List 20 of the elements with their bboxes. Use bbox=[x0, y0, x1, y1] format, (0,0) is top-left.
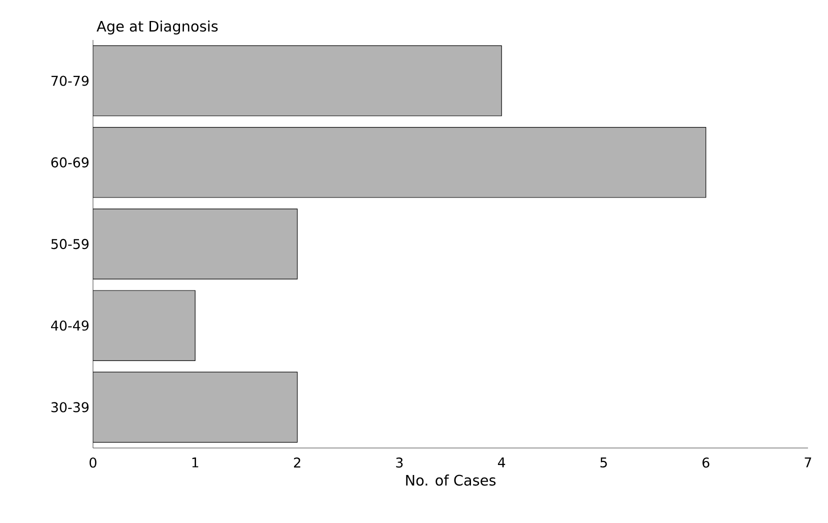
y-tick-label: 70-79 bbox=[52, 76, 89, 86]
x-tick-label: 4 bbox=[498, 457, 506, 468]
x-tick-label: 7 bbox=[804, 457, 812, 468]
y-tick-label: 30-39 bbox=[51, 402, 89, 412]
x-tick-label: 1 bbox=[192, 457, 198, 468]
bar bbox=[93, 372, 298, 443]
bar bbox=[93, 127, 706, 198]
y-tick-label: 50-59 bbox=[51, 238, 89, 250]
x-tick-label: 2 bbox=[294, 457, 300, 468]
bar bbox=[93, 45, 502, 116]
x-tick-label: 0 bbox=[90, 457, 96, 468]
x-tick-label: 6 bbox=[702, 457, 710, 468]
y-tick-label: 60-69 bbox=[51, 157, 89, 168]
bar bbox=[93, 290, 196, 361]
x-tick-label: 5 bbox=[600, 457, 607, 468]
x-tick-label: 3 bbox=[396, 457, 403, 468]
y-tick-label: 40-49 bbox=[51, 320, 89, 331]
bar bbox=[93, 208, 298, 280]
y-axis-title: Age at Diagnosis bbox=[96, 20, 218, 34]
x-axis-title: No. of Cases bbox=[406, 474, 496, 486]
